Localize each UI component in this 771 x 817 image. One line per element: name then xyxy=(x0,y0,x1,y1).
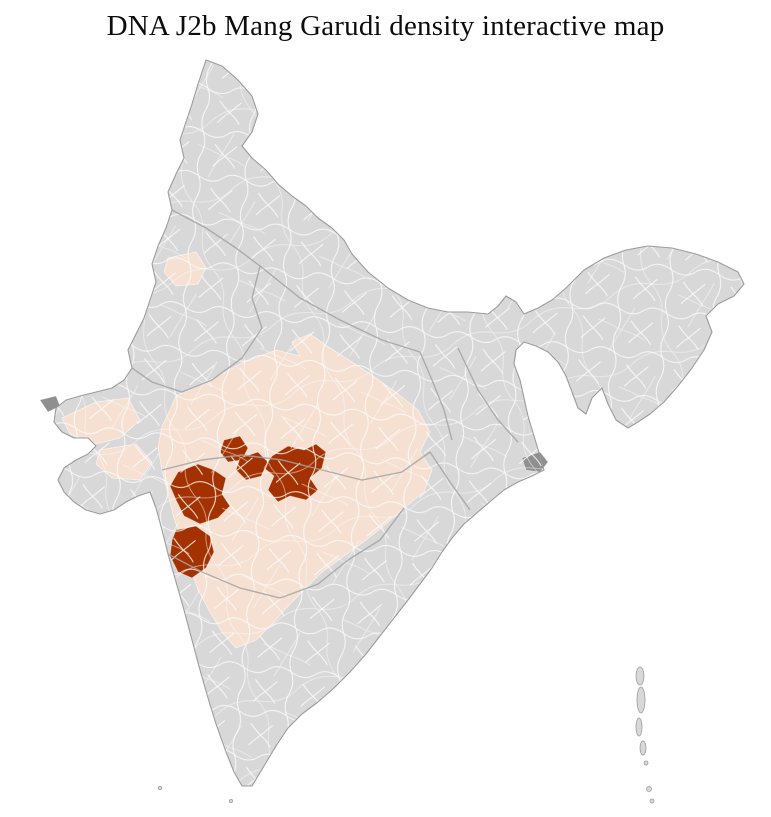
page-title: DNA J2b Mang Garudi density interactive … xyxy=(106,10,665,42)
state-borders xyxy=(131,209,519,599)
andaman-nicobar-islands[interactable] xyxy=(635,666,655,804)
lakshadweep-islands[interactable] xyxy=(157,786,233,804)
